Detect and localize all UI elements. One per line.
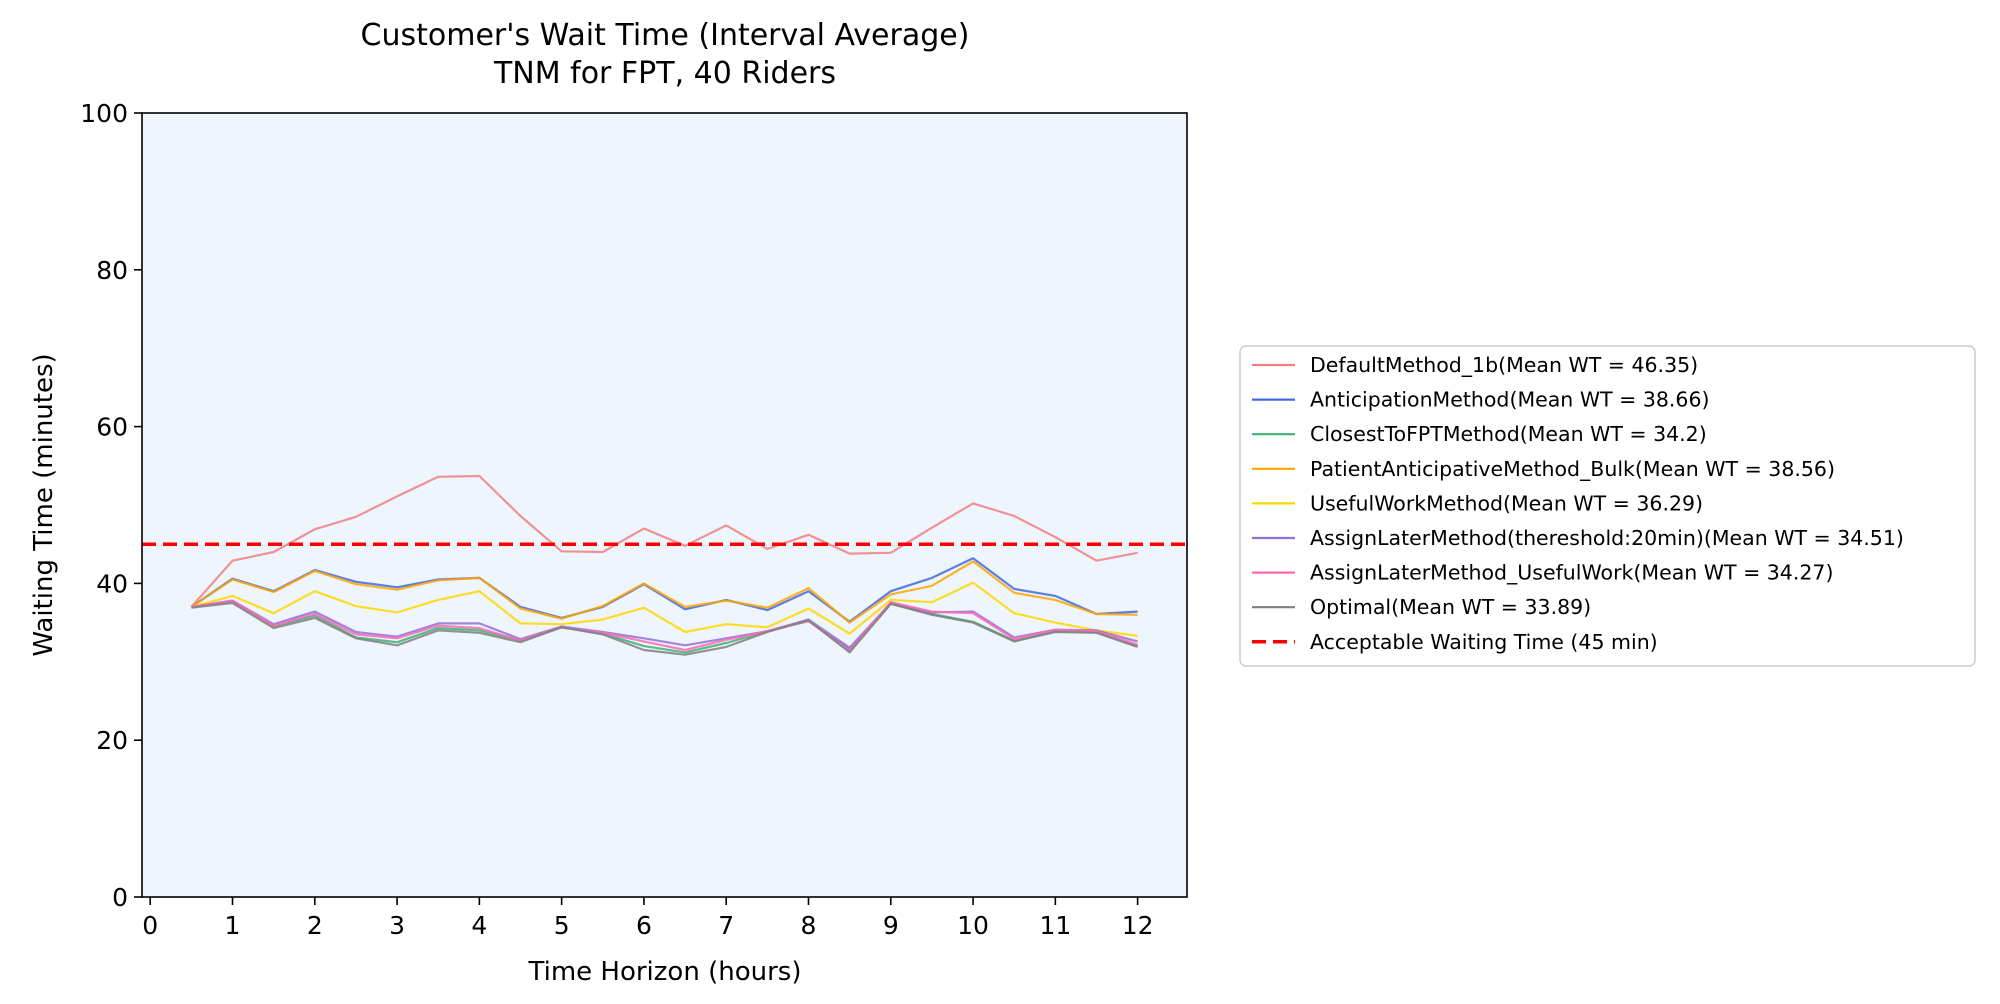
legend-label: PatientAnticipativeMethod_Bulk(Mean WT =… [1310, 457, 1835, 482]
y-tick-label: 0 [112, 883, 128, 912]
x-tick-label: 7 [718, 911, 734, 940]
x-tick-label: 3 [389, 911, 405, 940]
legend-label: DefaultMethod_1b(Mean WT = 46.35) [1310, 353, 1698, 378]
x-axis-label: Time Horizon (hours) [528, 957, 802, 987]
y-tick-label: 40 [96, 569, 128, 598]
series-line-5 [191, 581, 1138, 637]
series-line-4 [190, 560, 1138, 624]
x-tick-label: 5 [554, 911, 570, 940]
y-axis: 0 20 40 60 80 100 [80, 99, 142, 912]
plot-frame [141, 112, 1188, 898]
x-tick-label: 11 [1039, 911, 1071, 940]
x-tick-label: 1 [225, 911, 241, 940]
chart-subtitle: TNM for FPT, 40 Riders [493, 56, 836, 91]
x-tick-label: 0 [142, 911, 158, 940]
series-line-7 [191, 599, 1138, 652]
plot-area [142, 113, 1187, 897]
series-line-1 [190, 474, 1138, 608]
y-tick-label: 100 [80, 99, 128, 128]
legend-label: Optimal(Mean WT = 33.89) [1310, 595, 1591, 619]
legend-label: AssignLaterMethod_UsefulWork(Mean WT = 3… [1310, 561, 1833, 586]
x-tick-label: 9 [883, 911, 899, 940]
y-axis-label: Waiting Time (minutes) [29, 353, 59, 656]
y-tick-label: 80 [96, 256, 128, 285]
x-tick-label: 6 [636, 911, 652, 940]
series-line-6 [191, 599, 1138, 649]
x-axis: 0 1 2 3 4 5 6 7 8 9 10 11 12 [142, 897, 1154, 940]
y-tick-label: 60 [96, 413, 128, 442]
x-tick-label: 12 [1122, 911, 1154, 940]
x-tick-label: 8 [801, 911, 817, 940]
y-tick-label: 20 [96, 726, 128, 755]
series-layer [190, 474, 1138, 656]
legend-label: UsefulWorkMethod(Mean WT = 36.29) [1310, 491, 1703, 515]
chart-title: Customer's Wait Time (Interval Average) [361, 18, 970, 53]
legend-label: ClosestToFPTMethod(Mean WT = 34.2) [1310, 422, 1707, 446]
series-line-8 [191, 601, 1138, 656]
x-tick-label: 10 [957, 911, 989, 940]
legend: DefaultMethod_1b(Mean WT = 46.35) Anticip… [1239, 345, 1976, 667]
legend-label: AssignLaterMethod(thereshold:20min)(Mean… [1310, 526, 1904, 550]
legend-box [1239, 345, 1976, 667]
x-tick-label: 2 [307, 911, 323, 940]
legend-items: DefaultMethod_1b(Mean WT = 46.35) Anticip… [1252, 353, 1904, 654]
x-tick-label: 4 [471, 911, 487, 940]
legend-label: AnticipationMethod(Mean WT = 38.66) [1310, 388, 1710, 412]
legend-label: Acceptable Waiting Time (45 min) [1310, 630, 1658, 654]
series-line-2 [190, 557, 1138, 623]
